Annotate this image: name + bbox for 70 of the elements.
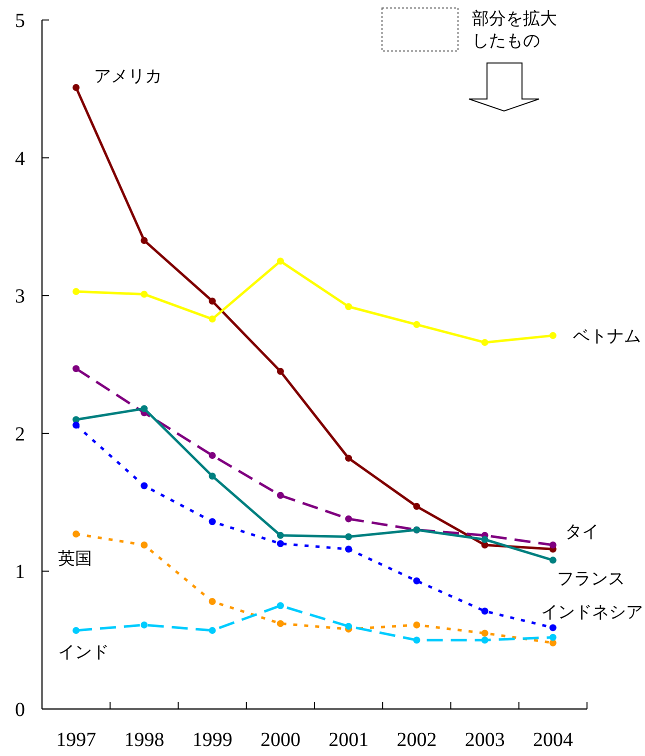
point (72, 365, 80, 372)
point (345, 546, 352, 553)
point (549, 332, 556, 340)
point (276, 532, 284, 539)
y-tick-label: 2 (15, 423, 25, 446)
x-tick-label: 1997 (56, 729, 96, 751)
series-label: インド (58, 642, 110, 662)
point (481, 338, 488, 346)
point (140, 621, 148, 628)
point (140, 236, 148, 244)
point (208, 626, 216, 634)
point (208, 452, 216, 459)
point (276, 540, 284, 548)
series-label: ベトナム (572, 326, 641, 346)
y-tick-label: 5 (15, 10, 25, 32)
point (72, 288, 80, 295)
x-tick-label: 1998 (124, 729, 164, 751)
point (345, 303, 352, 310)
point (208, 518, 216, 526)
x-tick-label: 2004 (532, 729, 573, 751)
point (208, 316, 216, 323)
point (549, 542, 556, 549)
y-tick-label: 1 (15, 561, 25, 584)
point (276, 492, 284, 499)
annotation: 部分を拡大したもの (472, 8, 558, 52)
point (549, 624, 556, 632)
series-label: フランス (556, 569, 625, 588)
point (481, 536, 488, 544)
x-tick-label: 2001 (328, 729, 369, 751)
point (413, 621, 420, 628)
series-label: 英国 (58, 548, 92, 568)
series-label: タイ (564, 522, 599, 542)
point (140, 290, 148, 298)
point (345, 622, 352, 630)
y-tick-label: 4 (15, 148, 25, 170)
point (276, 620, 284, 628)
point (208, 298, 216, 305)
point (140, 405, 148, 412)
point (276, 602, 284, 610)
series-label: インドネシア (540, 602, 643, 622)
point (413, 502, 420, 510)
point (413, 577, 420, 584)
point (549, 556, 556, 564)
x-tick-label: 2000 (260, 729, 300, 751)
x-tick-label: 2003 (464, 729, 505, 751)
point (72, 84, 80, 92)
point (140, 482, 148, 490)
point (413, 636, 420, 644)
point (72, 626, 80, 634)
y-tick-label: 0 (15, 699, 25, 721)
point (345, 454, 352, 462)
point (345, 533, 352, 540)
point (72, 416, 80, 424)
point (413, 321, 420, 328)
point (481, 630, 488, 637)
point (345, 515, 352, 522)
point (549, 634, 556, 641)
point (481, 608, 488, 615)
point (140, 542, 148, 549)
x-tick-label: 1999 (192, 729, 232, 751)
point (208, 598, 216, 606)
point (208, 472, 216, 480)
y-tick-label: 3 (15, 286, 25, 308)
point (276, 368, 284, 375)
point (72, 530, 80, 538)
point (481, 636, 488, 644)
x-tick-label: 2002 (396, 729, 437, 751)
point (276, 258, 284, 265)
point (72, 422, 80, 429)
series-label: アメリカ (94, 66, 162, 86)
